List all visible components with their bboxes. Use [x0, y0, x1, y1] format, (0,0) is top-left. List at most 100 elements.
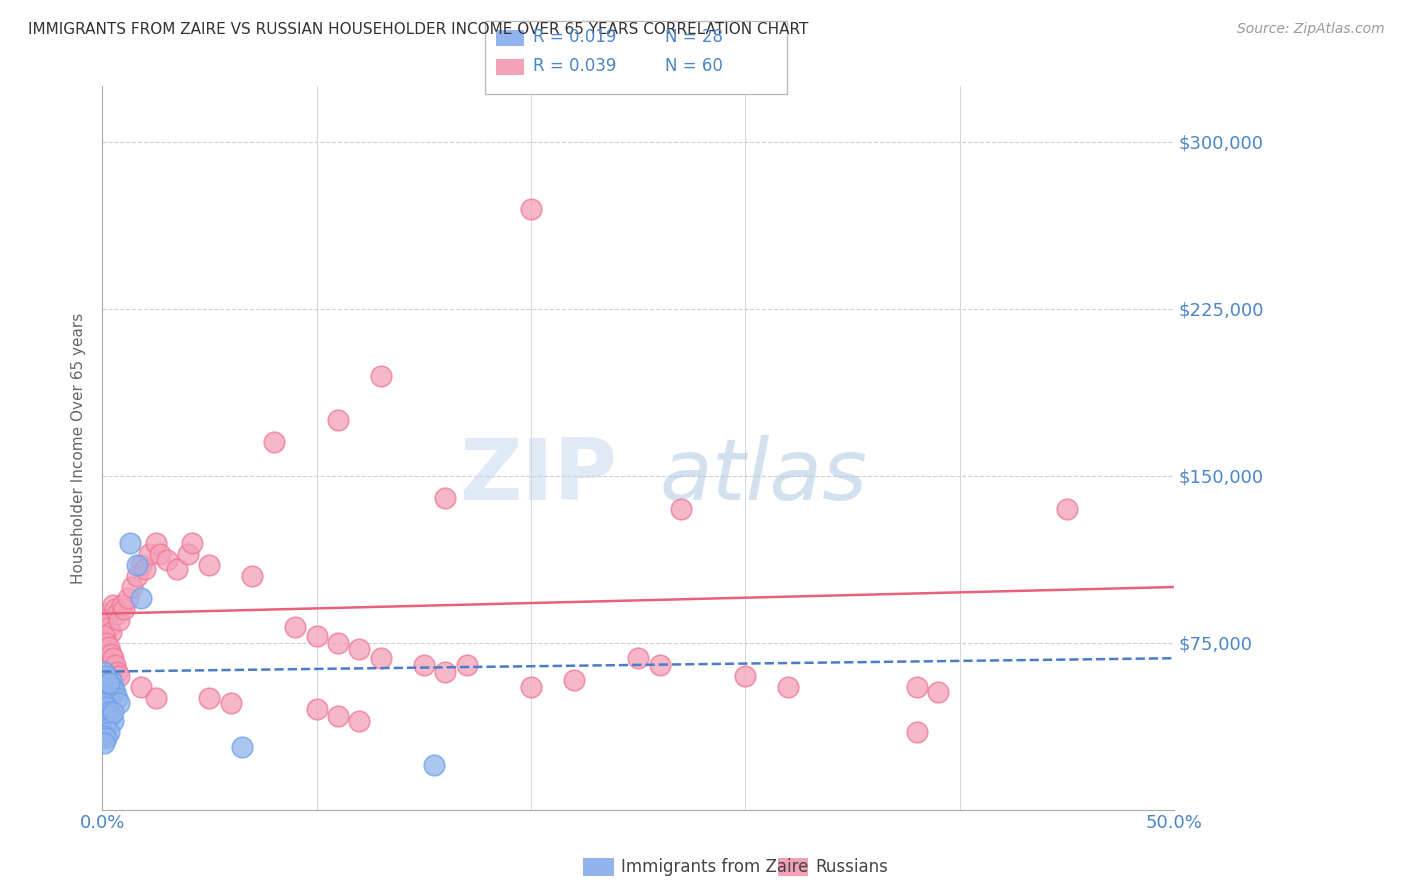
- Point: [423, 758, 446, 772]
- Point: [93, 736, 115, 750]
- Point: [120, 535, 142, 549]
- Point: [101, 651, 124, 665]
- Point: [370, 651, 392, 665]
- Point: [145, 691, 167, 706]
- Text: Russians: Russians: [815, 858, 889, 876]
- Point: [284, 620, 307, 634]
- Point: [96, 684, 118, 698]
- Point: [100, 624, 122, 639]
- Text: Source: ZipAtlas.com: Source: ZipAtlas.com: [1237, 22, 1385, 37]
- Point: [97, 705, 120, 719]
- Point: [627, 651, 650, 665]
- Text: N = 28: N = 28: [665, 29, 723, 46]
- Point: [104, 602, 127, 616]
- Point: [905, 680, 928, 694]
- Point: [412, 657, 434, 672]
- Point: [562, 673, 585, 688]
- Point: [305, 629, 328, 643]
- Point: [181, 535, 204, 549]
- Point: [734, 669, 756, 683]
- Point: [155, 553, 177, 567]
- Point: [905, 724, 928, 739]
- Point: [669, 502, 692, 516]
- Point: [125, 569, 148, 583]
- Point: [198, 691, 221, 706]
- Point: [104, 684, 127, 698]
- Point: [305, 702, 328, 716]
- Point: [93, 665, 115, 679]
- Point: [101, 598, 124, 612]
- Point: [326, 709, 349, 723]
- Point: [100, 673, 122, 688]
- Point: [105, 607, 128, 621]
- Point: [121, 580, 143, 594]
- Point: [263, 435, 285, 450]
- Point: [370, 368, 392, 383]
- Point: [778, 680, 800, 694]
- Point: [93, 607, 115, 621]
- Y-axis label: Householder Income Over 65 years: Householder Income Over 65 years: [72, 312, 86, 583]
- Text: ZIP: ZIP: [458, 435, 617, 518]
- Point: [456, 657, 478, 672]
- Point: [101, 680, 124, 694]
- Point: [166, 562, 188, 576]
- Point: [231, 740, 253, 755]
- Point: [326, 413, 349, 427]
- Point: [96, 635, 118, 649]
- Point: [219, 696, 242, 710]
- Point: [93, 680, 115, 694]
- Point: [96, 614, 118, 628]
- Point: [93, 696, 115, 710]
- Point: [520, 680, 543, 694]
- Point: [100, 709, 122, 723]
- Point: [96, 723, 118, 737]
- Point: [108, 669, 131, 683]
- Point: [97, 691, 120, 706]
- Point: [434, 665, 457, 679]
- Text: atlas: atlas: [659, 435, 868, 518]
- Point: [105, 665, 128, 679]
- Text: Immigrants from Zaire: Immigrants from Zaire: [621, 858, 808, 876]
- Point: [97, 691, 120, 706]
- Point: [108, 696, 131, 710]
- Point: [96, 687, 118, 701]
- Point: [97, 640, 120, 654]
- Point: [97, 675, 120, 690]
- Point: [326, 635, 349, 649]
- Point: [100, 647, 122, 661]
- Point: [97, 620, 120, 634]
- Point: [434, 491, 457, 505]
- Point: [101, 714, 124, 728]
- Point: [96, 731, 118, 746]
- Point: [177, 547, 200, 561]
- Point: [93, 718, 115, 732]
- Text: N = 60: N = 60: [665, 57, 723, 75]
- Point: [134, 562, 156, 576]
- Point: [927, 684, 949, 698]
- Point: [96, 700, 118, 714]
- Point: [1056, 502, 1078, 516]
- Point: [97, 724, 120, 739]
- Point: [129, 591, 152, 606]
- Point: [145, 535, 167, 549]
- Point: [112, 602, 135, 616]
- Point: [93, 680, 115, 694]
- Point: [149, 547, 172, 561]
- Point: [110, 598, 132, 612]
- Point: [104, 657, 127, 672]
- Point: [129, 680, 152, 694]
- Point: [93, 629, 115, 643]
- Point: [349, 642, 371, 657]
- Point: [198, 558, 221, 572]
- Point: [108, 614, 131, 628]
- Point: [101, 705, 124, 719]
- Point: [129, 558, 152, 572]
- Text: R = 0.039: R = 0.039: [533, 57, 616, 75]
- Point: [96, 669, 118, 683]
- Point: [138, 547, 160, 561]
- Point: [125, 558, 148, 572]
- Point: [117, 591, 139, 606]
- Text: R = 0.019: R = 0.019: [533, 29, 616, 46]
- Point: [520, 202, 543, 216]
- Point: [93, 729, 115, 743]
